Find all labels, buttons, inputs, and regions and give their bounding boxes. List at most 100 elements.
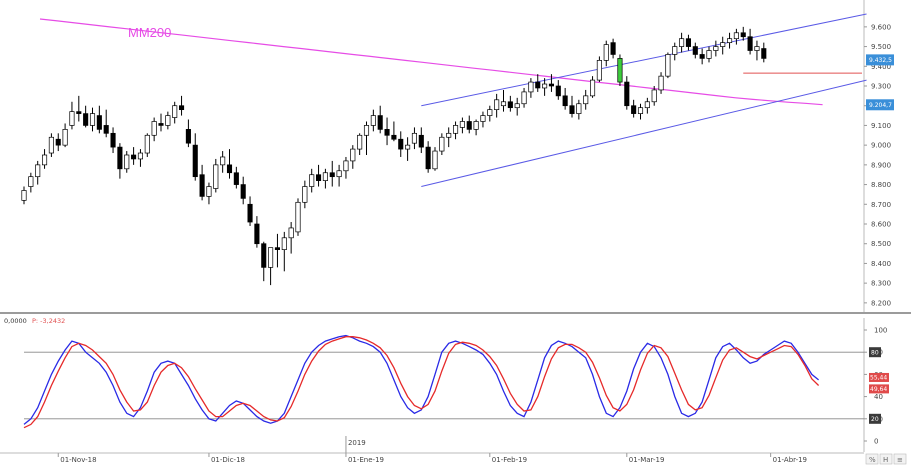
corner-button[interactable]: [879, 453, 893, 465]
candle-body: [425, 146, 431, 170]
candle: [589, 76, 596, 98]
candle-body: [459, 121, 465, 128]
candle-body: [206, 186, 212, 197]
price-tag-bg: [866, 99, 894, 111]
candle: [514, 97, 520, 116]
x-tick-label: 01-Feb-19: [492, 456, 527, 464]
candle-body: [137, 152, 144, 160]
osc-header-value: 0,0000: [4, 317, 27, 325]
osc-ref-tag-bg: [869, 413, 881, 424]
candle: [679, 32, 685, 53]
osc-value-tag-bg: [869, 372, 889, 382]
candle-body: [398, 138, 404, 150]
candle-body: [610, 42, 616, 55]
candle-body: [302, 186, 308, 203]
candle: [494, 93, 500, 118]
candle: [672, 42, 678, 61]
candle-body: [179, 105, 185, 111]
candle: [473, 119, 479, 136]
price-tag-label: 9.204,7: [869, 102, 892, 109]
price-y-axis: 9.6009.5009.4009.3009.2009.1009.0008.900…: [864, 23, 891, 307]
candle-body: [535, 81, 541, 89]
candle: [124, 151, 130, 173]
candle: [603, 40, 609, 67]
candle: [521, 87, 527, 108]
candle-body: [624, 81, 630, 107]
candle: [692, 42, 698, 59]
candle-body: [357, 134, 363, 150]
candle-body: [226, 164, 233, 174]
candle-body: [48, 136, 54, 154]
price-y-tick-label: 9.600: [871, 23, 891, 31]
osc-ref-lines: 80 20: [24, 347, 881, 424]
candle-body: [713, 46, 719, 51]
osc-value-tag-bg: [869, 384, 889, 394]
candle-body: [720, 42, 726, 47]
candle: [206, 182, 212, 205]
candle: [740, 26, 746, 41]
candle: [233, 166, 239, 189]
candle-body: [350, 148, 356, 162]
candle: [309, 168, 315, 193]
channel-upper-line: [421, 13, 867, 107]
candle-body: [151, 121, 157, 136]
corner-button[interactable]: [865, 453, 879, 465]
candle: [117, 143, 123, 179]
candle: [761, 42, 767, 63]
candle: [617, 54, 623, 86]
candle: [480, 111, 486, 128]
price-y-tick-label: 8.900: [871, 161, 891, 169]
price-y-tick-label: 8.600: [871, 221, 891, 229]
candle-body: [473, 121, 479, 130]
candle-body: [117, 146, 123, 170]
candle: [213, 158, 219, 193]
candle-body: [631, 105, 637, 114]
candle: [631, 99, 637, 118]
candle-body: [507, 101, 513, 109]
candle-body: [316, 174, 322, 181]
candle: [685, 34, 692, 51]
price-y-tick-label: 8.700: [871, 201, 891, 209]
x-axis-labels: 01-Nov-18 01-Dic-18 01-Ene-19 01-Feb-19 01-M…: [57, 436, 807, 464]
candle: [651, 86, 657, 106]
candle: [137, 149, 144, 167]
candle: [69, 101, 75, 130]
candle: [322, 168, 328, 189]
candle: [720, 36, 726, 55]
candle-body: [480, 115, 486, 122]
candle: [391, 121, 397, 142]
candles: [21, 26, 767, 286]
candle-body: [96, 115, 102, 130]
candle: [220, 151, 226, 173]
candle-body: [432, 150, 438, 170]
candle-body: [514, 103, 520, 109]
candle: [316, 164, 322, 187]
price-tag-label: 9.432,5: [869, 57, 892, 64]
candle-body: [55, 138, 61, 146]
candle: [192, 133, 198, 181]
price-y-tick-label: 8.300: [871, 280, 891, 288]
candle: [576, 99, 582, 120]
candle: [295, 198, 301, 236]
price-y-tick-label: 9.300: [871, 83, 891, 91]
candle-body: [446, 132, 452, 138]
candle-body: [89, 113, 96, 126]
candle-body: [363, 125, 370, 136]
candle-body: [199, 174, 205, 197]
x-tick-label: 01-Abr-19: [773, 456, 807, 464]
corner-button[interactable]: [893, 453, 907, 465]
candle-body: [747, 36, 753, 51]
candle: [665, 52, 671, 79]
candle-body: [685, 38, 692, 47]
candle: [453, 121, 459, 140]
candle: [699, 48, 705, 65]
candle-body: [247, 203, 253, 223]
osc-lines: [23, 334, 820, 429]
candle-body: [528, 81, 534, 93]
candle: [83, 105, 89, 128]
candle: [384, 117, 390, 146]
candle-body: [466, 121, 472, 130]
ma200-line: [39, 18, 823, 106]
candle: [185, 119, 191, 148]
